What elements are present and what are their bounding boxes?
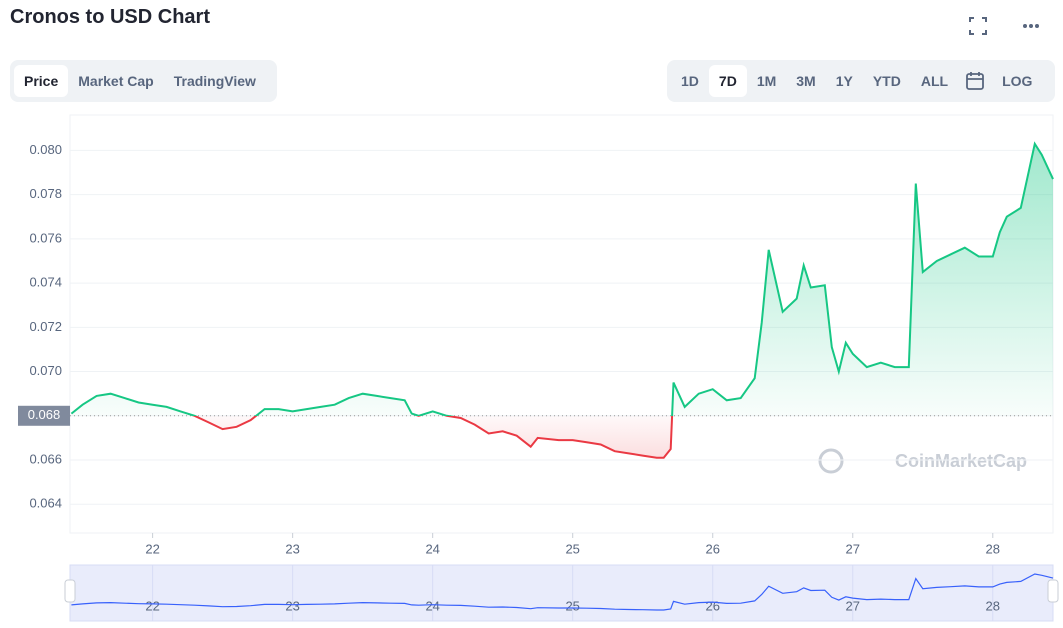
y-tick-label: 0.066 — [29, 451, 62, 466]
y-tick-label: 0.064 — [29, 496, 62, 511]
y-tick-label: 0.076 — [29, 230, 62, 245]
nav-tick-label: 26 — [705, 598, 719, 613]
x-tick-label: 26 — [705, 541, 719, 556]
nav-tick-label: 28 — [986, 598, 1000, 613]
log-toggle[interactable]: LOG — [1002, 73, 1033, 89]
y-tick-label: 0.072 — [29, 319, 62, 334]
area — [71, 143, 1053, 458]
baseline-label-bg — [18, 405, 70, 426]
price-line — [70, 141, 1054, 459]
more-icon[interactable] — [1023, 24, 1039, 28]
y-tick-label: 0.078 — [29, 186, 62, 201]
range[interactable]: 1M — [756, 73, 777, 89]
y-tick-label: 0.070 — [29, 363, 62, 378]
baseline-label: 0.068 — [28, 407, 61, 422]
range[interactable]: 1Y — [835, 73, 853, 89]
nav-tick-label: 22 — [145, 598, 159, 613]
range-group: 1D 7D 1M 3M 1Y YTD ALL LOG — [667, 60, 1055, 102]
toolbar-icons — [969, 17, 1039, 35]
range[interactable]: 3M — [796, 73, 816, 89]
x-tick-label: 24 — [425, 541, 439, 556]
nav-line — [71, 573, 1054, 611]
x-tick-label: 27 — [846, 541, 860, 556]
nav-handle[interactable] — [64, 579, 76, 603]
fullscreen-icon[interactable] — [969, 17, 987, 35]
nav-tick-label: 24 — [425, 598, 439, 613]
range[interactable]: 1D — [681, 73, 699, 89]
nav-handle[interactable] — [1047, 579, 1059, 603]
nav-tick-label: 23 — [285, 598, 299, 613]
x-tick-label: 28 — [986, 541, 1000, 556]
chart: CoinMarketCap 0.064 0.066 0.068 0.070 0.072 0… — [18, 114, 1059, 622]
y-tick-label: 0.080 — [29, 142, 62, 157]
tab[interactable]: Price — [14, 65, 69, 97]
nav-tick-label: 25 — [565, 598, 579, 613]
watermark: CoinMarketCap — [895, 451, 1027, 471]
nav-tick-label: 27 — [846, 598, 860, 613]
title: Cronos to USD Chart — [10, 6, 210, 28]
x-tick-label: 25 — [565, 541, 579, 556]
range[interactable]: 7D — [708, 65, 747, 97]
range[interactable]: ALL — [920, 73, 949, 89]
tab-group: Price Market Cap TradingView — [10, 60, 277, 102]
x-tick-label: 23 — [285, 541, 299, 556]
y-tick-label: 0.074 — [29, 275, 62, 290]
watermark-logo — [818, 448, 844, 474]
navigator[interactable] — [69, 564, 1054, 622]
x-tick-label: 22 — [145, 541, 159, 556]
tab[interactable]: Market Cap — [78, 73, 154, 89]
range[interactable]: YTD — [872, 73, 901, 89]
calendar-icon[interactable] — [958, 71, 992, 91]
tab[interactable]: TradingView — [173, 73, 256, 89]
